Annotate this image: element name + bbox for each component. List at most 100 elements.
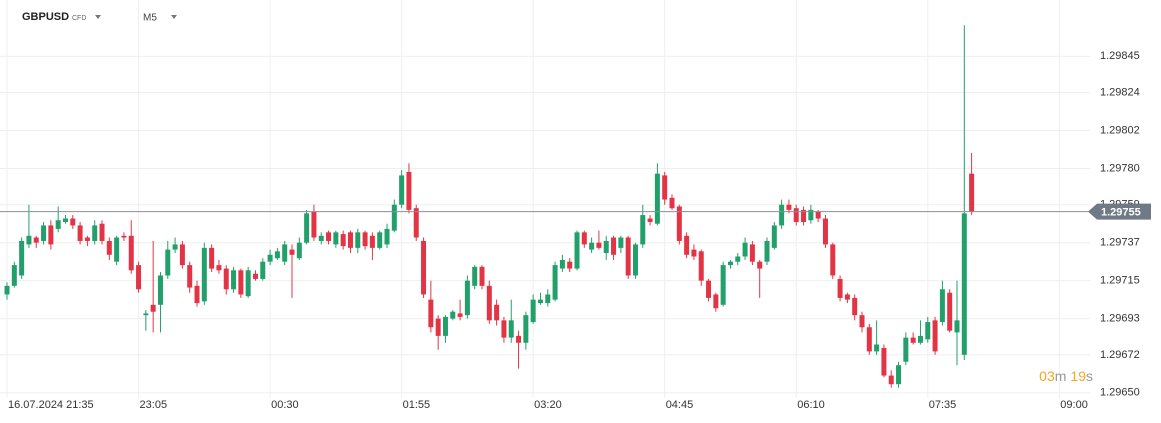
candle-body: [450, 311, 456, 319]
candle-body: [33, 237, 39, 243]
candle-body: [333, 232, 339, 245]
candle-body: [136, 265, 142, 290]
candle-body: [559, 259, 565, 269]
candle-body: [172, 244, 178, 250]
candle-body: [267, 254, 273, 262]
candle-body: [252, 273, 258, 279]
candle-body: [866, 327, 872, 352]
candle-body: [706, 280, 712, 298]
x-tick-label: 07:35: [929, 399, 957, 411]
countdown-seconds: 19: [1070, 368, 1086, 384]
candle-body: [888, 375, 894, 385]
candle-body: [822, 218, 828, 245]
candle-body: [41, 225, 47, 241]
candles: [4, 25, 975, 388]
candle-body: [581, 232, 587, 245]
candle-body: [128, 235, 134, 271]
candle-body: [442, 316, 448, 336]
y-tick-label: 1.29780: [1100, 162, 1140, 174]
candle-body: [896, 365, 902, 385]
candle-body: [757, 261, 763, 269]
candle-body: [881, 347, 887, 376]
candle-body: [406, 171, 412, 210]
candle-body: [472, 266, 478, 286]
candle-body: [603, 240, 609, 254]
candle-body: [428, 299, 434, 328]
candle-body: [369, 235, 375, 248]
candle-body: [793, 208, 799, 222]
candle-body: [516, 335, 522, 343]
candle-body: [669, 197, 675, 209]
candle-body: [618, 237, 624, 248]
candle-body: [735, 256, 741, 262]
candle-body: [421, 240, 427, 295]
candle-body: [340, 234, 346, 247]
y-tick-label: 1.29824: [1100, 86, 1140, 98]
candle-body: [347, 232, 353, 248]
symbol-selector[interactable]: GBPUSD CFD: [22, 11, 101, 23]
dropdown-arrow: [95, 15, 101, 19]
candle-body: [640, 215, 646, 245]
candle-body: [391, 204, 397, 231]
countdown-seconds-unit: s: [1086, 368, 1093, 384]
y-tick-label: 1.29845: [1100, 50, 1140, 62]
grid: 1.298451.298241.298021.297801.297591.297…: [0, 0, 1140, 411]
candle-body: [143, 313, 149, 316]
timeframe: M5: [143, 13, 157, 24]
y-tick-label: 1.29802: [1100, 124, 1140, 136]
symbol: GBPUSD: [22, 11, 69, 23]
candle-body: [925, 322, 931, 340]
candle-body: [304, 213, 310, 243]
candle-body: [749, 244, 755, 262]
dropdown-arrow: [171, 15, 177, 19]
candle-body: [62, 218, 68, 222]
candle-body: [537, 299, 543, 304]
current-price-tag: [1088, 203, 1151, 220]
candle-body: [362, 232, 368, 247]
candle-body: [779, 204, 785, 226]
candle-body: [99, 223, 105, 241]
candle-body: [326, 232, 332, 241]
candle-body: [910, 337, 916, 343]
x-tick-label: 01:55: [403, 399, 431, 411]
candle-body: [311, 211, 317, 238]
candle-body: [494, 304, 500, 321]
candle-body: [26, 235, 32, 245]
candle-body: [632, 244, 638, 276]
candle-body: [245, 270, 251, 297]
candle-body: [552, 265, 558, 300]
candle-body: [801, 209, 807, 222]
candle-body: [48, 225, 54, 245]
current-price-label: 1.29755: [1101, 207, 1141, 219]
countdown: 03m 19s: [1039, 368, 1093, 384]
candle-body: [676, 206, 682, 241]
candle-body: [764, 240, 770, 262]
candle-body: [771, 225, 777, 248]
countdown-minutes: 03: [1039, 368, 1055, 384]
candle-body: [954, 320, 960, 333]
candle-body: [55, 220, 61, 229]
candle-body: [830, 244, 836, 276]
candle-body: [625, 237, 631, 276]
candle-body: [501, 320, 507, 338]
candle-body: [282, 244, 288, 262]
candle-body: [194, 285, 200, 304]
candle-body: [157, 275, 163, 305]
candle-body: [318, 235, 324, 241]
candle-body: [70, 218, 76, 226]
candle-body: [216, 265, 222, 271]
candle-body: [231, 270, 237, 290]
candle-body: [77, 225, 83, 241]
candle-body: [399, 175, 405, 205]
candle-body: [479, 266, 485, 286]
timeframe-selector[interactable]: M5: [143, 13, 177, 24]
y-tick-label: 1.29672: [1100, 349, 1140, 361]
candle-body: [121, 235, 127, 238]
candle-body: [4, 285, 10, 295]
candle-body: [662, 175, 668, 200]
candle-body: [201, 247, 207, 302]
countdown-minutes-unit: m: [1055, 368, 1067, 384]
candle-body: [815, 211, 821, 219]
candle-body: [859, 315, 865, 328]
